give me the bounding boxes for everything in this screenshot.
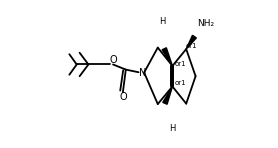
Text: or1: or1 bbox=[175, 61, 186, 67]
Text: O: O bbox=[110, 55, 118, 65]
Text: O: O bbox=[120, 92, 127, 102]
Polygon shape bbox=[162, 48, 172, 66]
Text: N: N bbox=[140, 68, 147, 78]
Text: H: H bbox=[159, 17, 165, 26]
Text: H: H bbox=[169, 124, 175, 133]
Polygon shape bbox=[163, 86, 172, 104]
Text: or1: or1 bbox=[175, 80, 186, 86]
Text: NH₂: NH₂ bbox=[197, 19, 214, 28]
Text: or1: or1 bbox=[186, 43, 197, 49]
Polygon shape bbox=[186, 35, 196, 49]
